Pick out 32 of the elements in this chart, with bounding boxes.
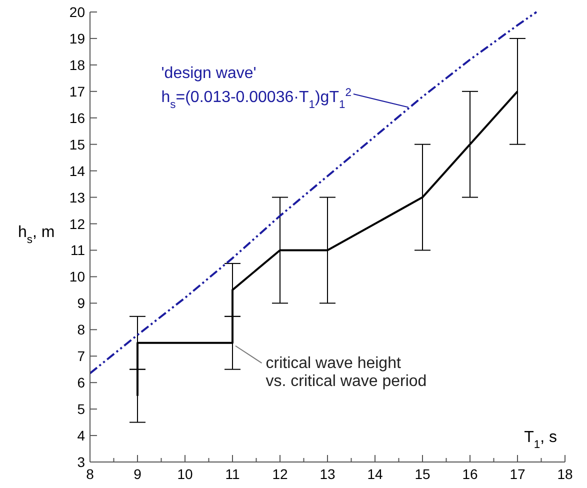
x-tick-label: 12	[272, 466, 288, 482]
y-tick-label: 20	[69, 4, 86, 20]
y-tick-label: 14	[69, 162, 86, 179]
x-tick-label: 18	[557, 466, 573, 482]
annotation: critical wave height vs. critical wave period	[266, 355, 427, 390]
y-tick-label: 12	[69, 216, 86, 232]
x-axis-title: T$_{1}$, s	[524, 429, 557, 451]
y-axis-title: h$_{s}$, m	[18, 224, 55, 246]
y-tick-label: 19	[69, 30, 86, 46]
y-tick-label: 7	[77, 348, 86, 364]
x-tick-label: 15	[414, 466, 430, 482]
y-tick-label: 8	[77, 322, 86, 338]
y-tick-label: 18	[69, 56, 86, 73]
y-tick-label: 3	[77, 454, 86, 470]
y-tick-label: 5	[77, 401, 86, 418]
y-tick-label: 11	[70, 242, 86, 258]
x-tick-label: 9	[134, 466, 142, 482]
y-tick-label: 9	[77, 295, 86, 312]
y-tick-label: 6	[77, 374, 86, 391]
y-tick-label: 10	[69, 268, 86, 285]
x-tick-label: 13	[320, 466, 336, 482]
x-tick-label: 10	[177, 466, 193, 482]
y-tick-label: 13	[69, 189, 86, 206]
x-tick-label: 14	[367, 466, 383, 482]
x-tick-label: 17	[510, 466, 526, 482]
y-tick-label: 15	[69, 136, 86, 152]
annotation: 'design wave'	[161, 65, 256, 82]
y-tick-label: 4	[77, 428, 86, 444]
x-tick-label: 11	[225, 466, 240, 482]
x-tick-label: 16	[462, 466, 478, 482]
y-tick-label: 17	[69, 83, 86, 100]
y-tick-label: 16	[69, 110, 86, 126]
